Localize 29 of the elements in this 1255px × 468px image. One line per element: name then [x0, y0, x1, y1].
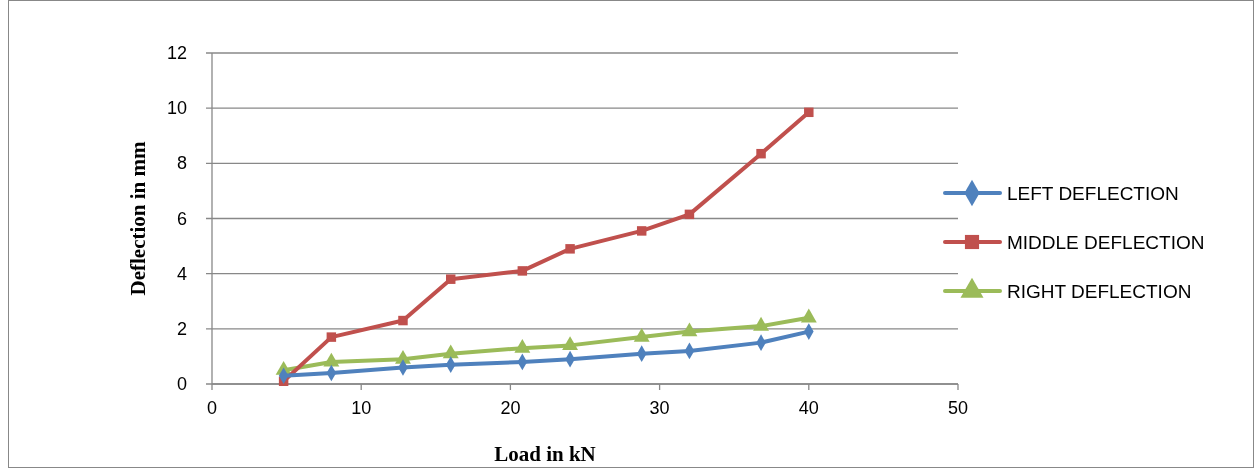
x-tick-label: 10 [351, 398, 372, 418]
y-tick-label: 10 [166, 98, 187, 119]
legend-label: MIDDLE DEFLECTION [1007, 232, 1205, 253]
point [326, 332, 337, 342]
y-tick-label: 4 [176, 263, 187, 284]
y-tick-label: 12 [166, 43, 187, 63]
x-tick-label: 20 [500, 398, 521, 418]
point [756, 148, 766, 159]
x-tick-label: 30 [649, 398, 670, 418]
y-tick-label: 6 [176, 208, 187, 229]
point [684, 209, 695, 220]
point [517, 266, 528, 276]
x-tick-label: 0 [206, 398, 218, 418]
y-tick-label: 0 [176, 374, 187, 394]
x-axis-title: Load in kN [494, 442, 596, 466]
legend-label: RIGHT DEFLECTION [1007, 281, 1192, 302]
point [398, 315, 408, 326]
y-tick-label: 8 [176, 153, 187, 174]
y-axis-title: Deflection in mm [126, 141, 150, 296]
point [681, 322, 698, 337]
x-tick-label: 40 [798, 398, 819, 418]
point [565, 244, 575, 254]
point [804, 107, 814, 118]
x-tick-label: 50 [947, 398, 969, 418]
point [445, 274, 456, 284]
y-tick-label: 2 [176, 318, 187, 339]
point [442, 344, 459, 359]
point [636, 226, 647, 236]
legend-label: LEFT DEFLECTION [1007, 183, 1179, 204]
